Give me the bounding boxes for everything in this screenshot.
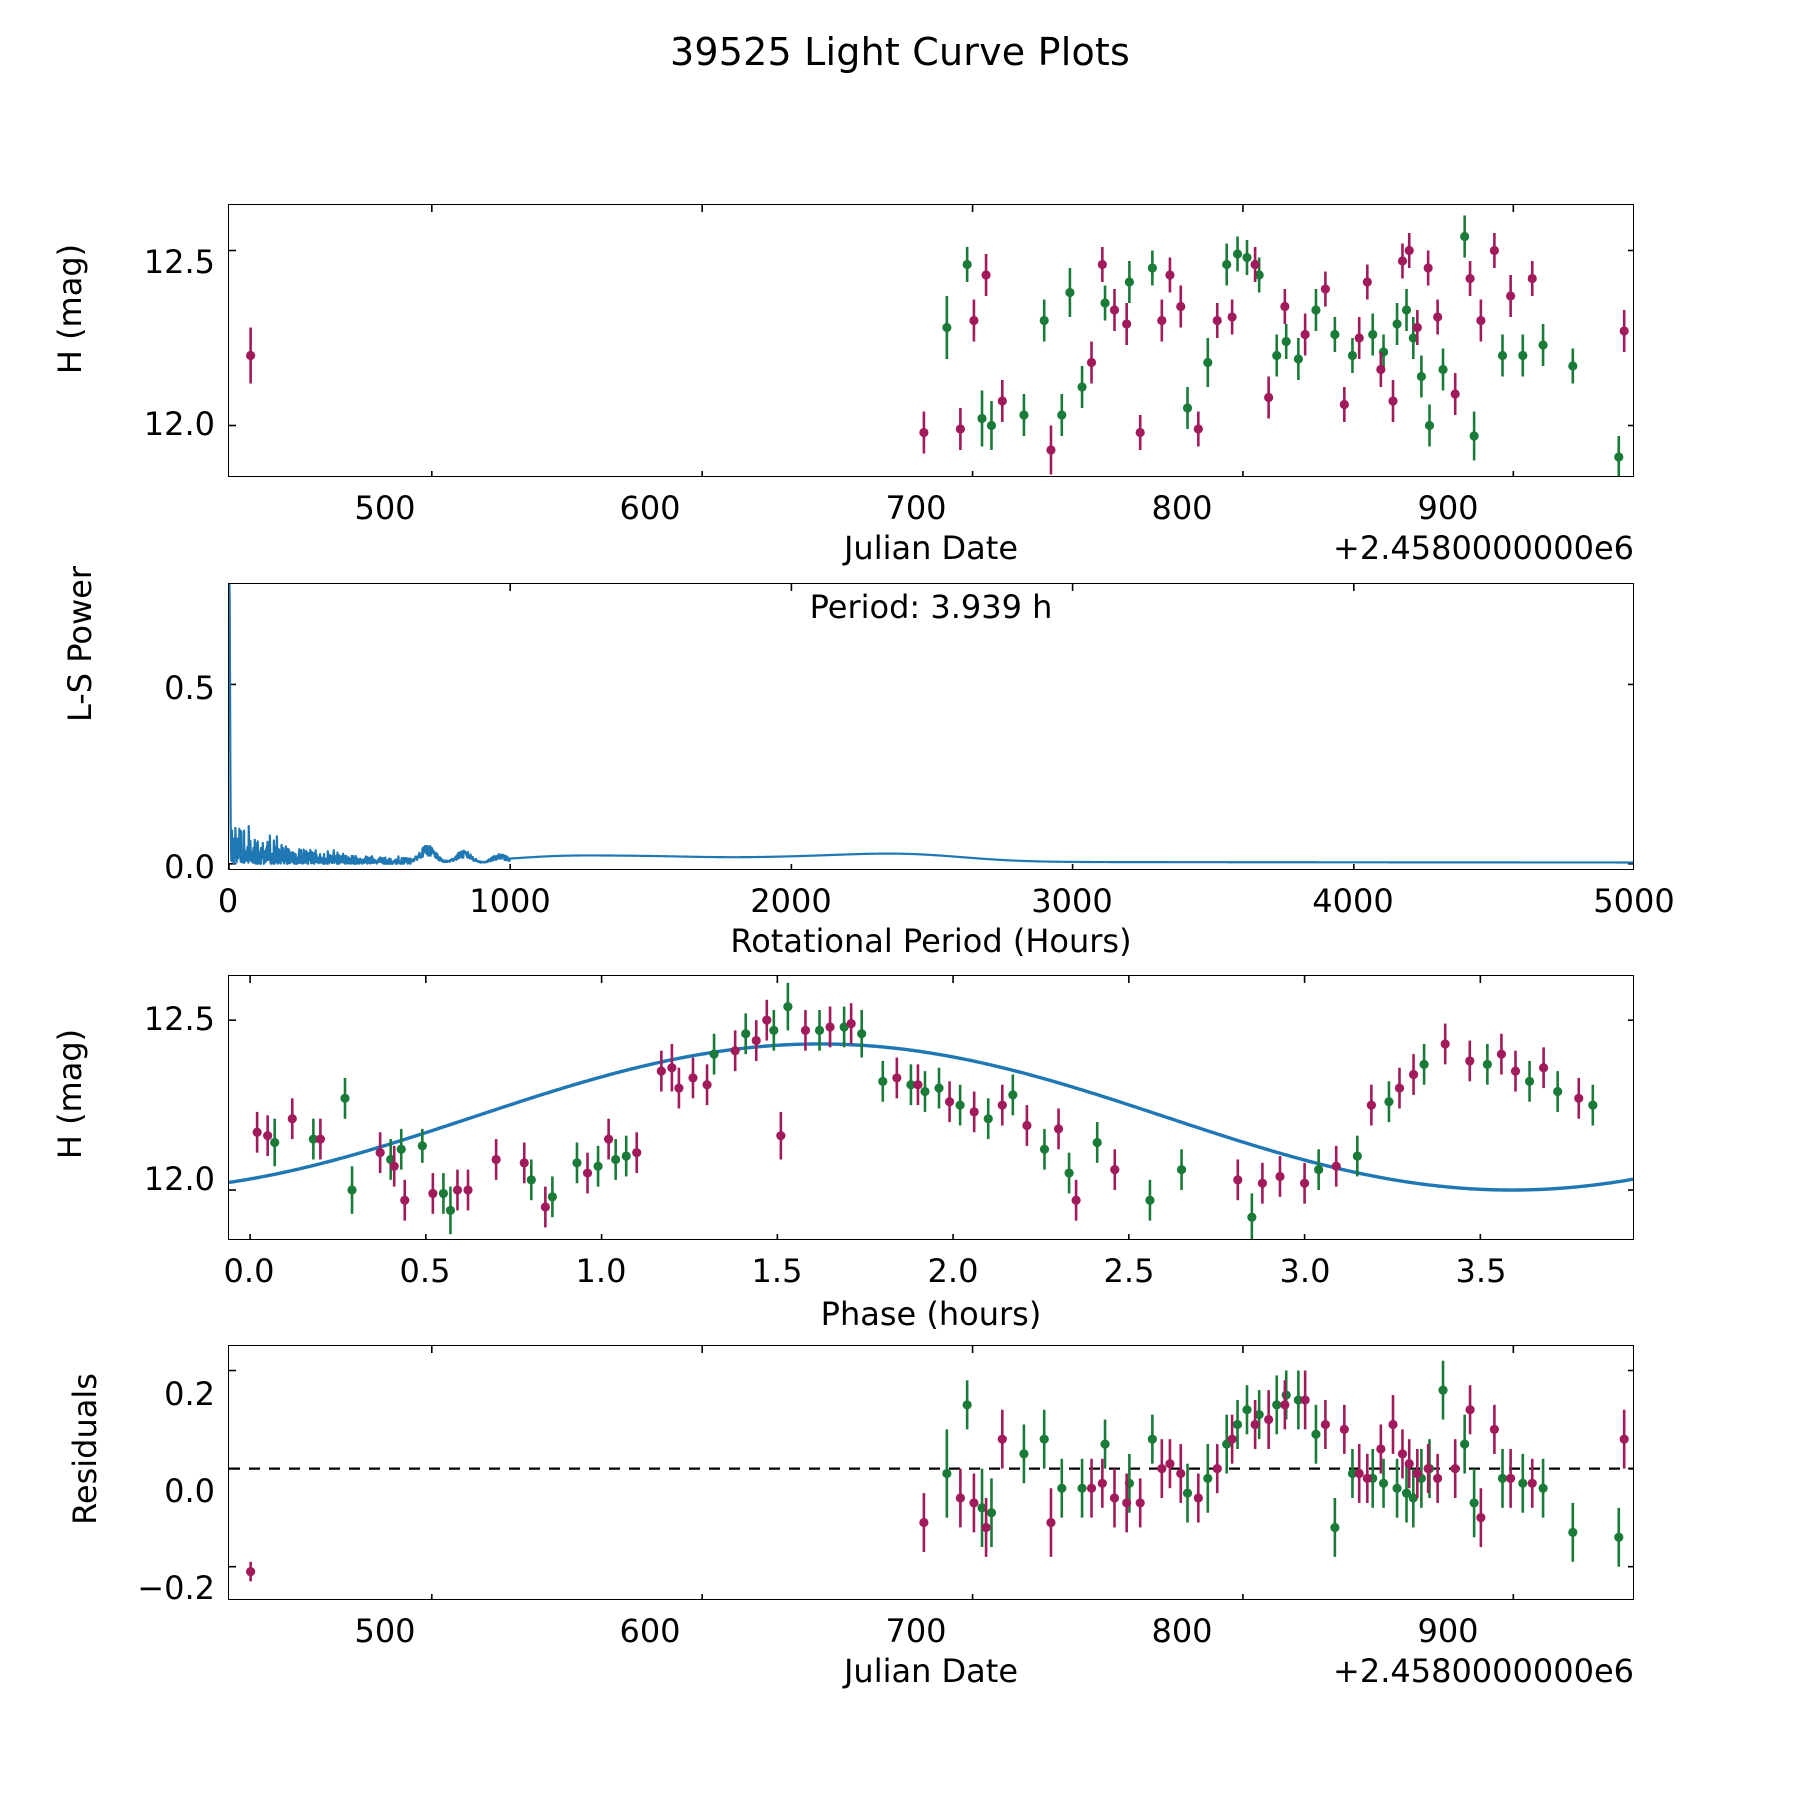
phase-xtick-3: 1.5: [751, 1252, 803, 1290]
residuals-axes: [228, 1345, 1634, 1600]
lightcurve-xtick-1: 600: [619, 489, 681, 527]
series-r: [246, 233, 1629, 475]
residuals-xtick-4: 900: [1417, 1612, 1479, 1650]
series-g: [942, 215, 1624, 476]
phase-xtick-1: 0.5: [399, 1252, 451, 1290]
lightcurve-x-offset: +2.4580000000e6: [1333, 529, 1634, 567]
lightcurve-ylabel: H (mag): [51, 243, 89, 375]
periodogram-ytick-0: 0.5: [164, 669, 215, 707]
periodogram-xtick-1: 1000: [469, 882, 551, 920]
residuals-xtick-3: 800: [1151, 1612, 1213, 1650]
lightcurve-xtick-3: 800: [1151, 489, 1213, 527]
residuals-x-offset: +2.4580000000e6: [1333, 1652, 1634, 1690]
residuals-xtick-1: 600: [619, 1612, 681, 1650]
periodogram-xtick-4: 4000: [1312, 882, 1394, 920]
lightcurve-ytick-1: 12.0: [143, 405, 215, 443]
residuals-ytick-0: 0.2: [164, 1375, 215, 1413]
phase-xtick-6: 3.0: [1279, 1252, 1331, 1290]
periodogram-xtick-0: 0: [217, 882, 239, 920]
residuals-xlabel: Julian Date: [843, 1652, 1019, 1690]
residuals-ytick-1: 0.0: [164, 1472, 215, 1510]
periodogram-xtick-3: 3000: [1031, 882, 1113, 920]
lightcurve-ytick-0: 12.5: [143, 243, 215, 281]
phase-xtick-4: 2.0: [927, 1252, 979, 1290]
lightcurve-axes: [228, 204, 1634, 477]
phase-ytick-0: 12.5: [143, 1000, 215, 1038]
phase-xtick-2: 1.0: [575, 1252, 627, 1290]
phase-ytick-1: 12.0: [143, 1160, 215, 1198]
periodogram-plot-area: [229, 584, 1633, 869]
series-r: [246, 1370, 1629, 1582]
phase-axes: [228, 975, 1634, 1240]
series-g: [270, 982, 1598, 1239]
periodogram-xtick-2: 2000: [750, 882, 832, 920]
residuals-xtick-0: 500: [354, 1612, 416, 1650]
series-r: [252, 999, 1584, 1228]
lightcurve-xtick-2: 700: [885, 489, 947, 527]
residuals-ylabel: Residuals: [66, 1373, 104, 1525]
periodogram-xlabel: Rotational Period (Hours): [730, 922, 1132, 960]
phase-xlabel: Phase (hours): [820, 1295, 1042, 1333]
lightcurve-xtick-4: 900: [1417, 489, 1479, 527]
periodogram-axes: [228, 583, 1634, 870]
period-annotation: Period: 3.939 h: [809, 588, 1053, 626]
residuals-ytick-2: −0.2: [137, 1569, 215, 1607]
page-title: 39525 Light Curve Plots: [669, 30, 1131, 74]
phase-xtick-5: 2.5: [1103, 1252, 1155, 1290]
periodogram-xtick-5: 5000: [1593, 882, 1675, 920]
lightcurve-xtick-0: 500: [354, 489, 416, 527]
periodogram-ylabel: L-S Power: [61, 565, 99, 723]
periodogram-ytick-1: 0.0: [164, 848, 215, 886]
series-g: [942, 1360, 1624, 1567]
phase-xtick-7: 3.5: [1455, 1252, 1507, 1290]
lightcurve-plot-area: [229, 205, 1633, 476]
phase-xtick-0: 0.0: [223, 1252, 275, 1290]
phase-plot-area: [229, 976, 1633, 1239]
lightcurve-xlabel: Julian Date: [843, 529, 1019, 567]
residuals-plot-area: [229, 1346, 1633, 1599]
residuals-xtick-2: 700: [885, 1612, 947, 1650]
